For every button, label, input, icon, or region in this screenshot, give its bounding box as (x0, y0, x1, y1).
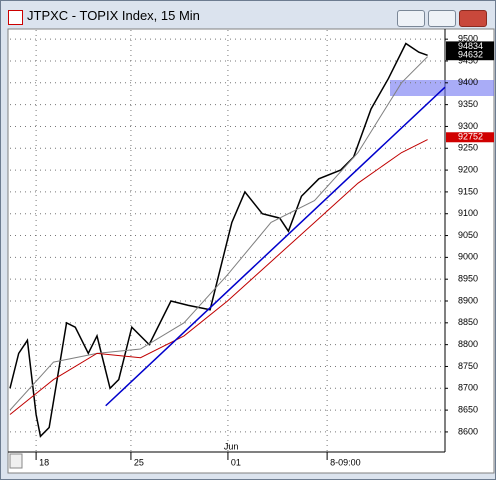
y-tick-label: 9200 (458, 164, 478, 174)
maximize-button[interactable] (428, 10, 456, 27)
y-tick-label: 9000 (458, 252, 478, 262)
highlight-band (390, 80, 494, 96)
price-label-box (446, 41, 494, 52)
price-label: 92752 (458, 132, 483, 142)
y-tick-label: 9350 (458, 99, 478, 109)
x-tick-label: 01 (231, 457, 241, 467)
price-line (9, 56, 428, 411)
y-tick-label: 9100 (458, 208, 478, 218)
x-tick-label: 18 (39, 457, 49, 467)
x-tick-label: 8-09:00 (330, 457, 361, 467)
y-tick-label: 9400 (458, 77, 478, 87)
window-title: JTPXC - TOPIX Index, 15 Min (27, 8, 200, 23)
close-button[interactable] (459, 10, 487, 27)
price-label: 94834 (458, 41, 483, 51)
x-tick-label: 25 (134, 457, 144, 467)
price-line (9, 139, 428, 415)
y-tick-label: 9050 (458, 230, 478, 240)
y-tick-label: 8800 (458, 339, 478, 349)
y-tick-label: 8650 (458, 404, 478, 414)
y-tick-label: 9450 (458, 55, 478, 65)
app-icon (8, 10, 23, 25)
y-tick-label: 8750 (458, 361, 478, 371)
y-tick-label: 9500 (458, 34, 478, 44)
y-tick-label: 8700 (458, 383, 478, 393)
y-tick-label: 8850 (458, 317, 478, 327)
chart-frame (7, 28, 495, 474)
price-label-box (446, 132, 494, 143)
y-tick-label: 9300 (458, 121, 478, 131)
price-label-box (446, 50, 494, 61)
y-tick-label: 8900 (458, 295, 478, 305)
y-tick-label: 8950 (458, 274, 478, 284)
price-line (105, 86, 446, 407)
scroll-thumb[interactable] (9, 453, 23, 469)
price-label: 94632 (458, 50, 483, 60)
annotation: Jun (224, 441, 239, 451)
y-tick-label: 9150 (458, 186, 478, 196)
minimize-button[interactable] (397, 10, 425, 27)
y-tick-label: 8600 (458, 426, 478, 436)
y-tick-label: 9250 (458, 143, 478, 153)
